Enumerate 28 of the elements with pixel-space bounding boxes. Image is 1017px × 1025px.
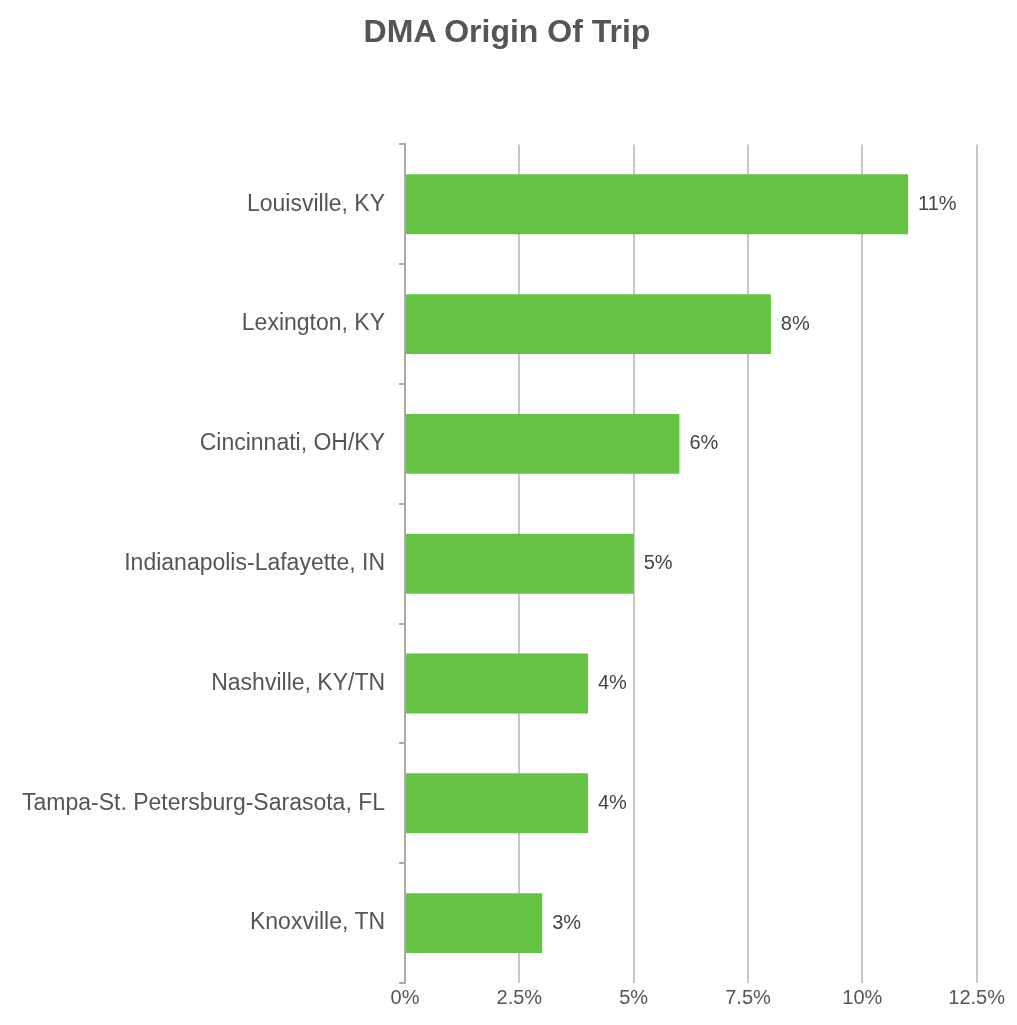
bar [406, 174, 909, 235]
x-tick-label: 2.5% [496, 985, 543, 1008]
bar [406, 773, 588, 834]
y-tick-label: Tampa-St. Petersburg-Sarasota, FL [21, 788, 386, 815]
data-label: 5% [643, 551, 673, 574]
data-label: 8% [780, 311, 810, 334]
y-tick-label: Indianapolis-Lafayette, IN [124, 549, 386, 576]
y-tick-label: Nashville, KY/TN [211, 668, 386, 695]
bar [406, 893, 543, 954]
x-tick-label: 5% [619, 985, 649, 1008]
data-label: 4% [597, 790, 628, 813]
data-label: 4% [597, 671, 628, 694]
y-tick-label: Louisville, KY [246, 189, 386, 216]
data-label: 11% [918, 191, 957, 214]
data-label: 3% [552, 910, 582, 933]
y-tick-label: Lexington, KY [241, 309, 386, 336]
x-tick-label: 0% [390, 985, 420, 1008]
y-tick-label: Knoxville, TN [249, 908, 386, 935]
chart-title: DMA Origin Of Trip [363, 13, 651, 50]
bar [406, 294, 771, 355]
x-tick-label: 10% [842, 985, 883, 1008]
bar [406, 653, 588, 714]
data-label: 6% [689, 431, 719, 454]
bar [406, 413, 680, 474]
x-tick-label: 12.5% [948, 985, 1006, 1008]
bar [406, 533, 634, 594]
x-tick-label: 7.5% [725, 985, 772, 1008]
y-tick-label: Cincinnati, OH/KY [199, 429, 386, 456]
